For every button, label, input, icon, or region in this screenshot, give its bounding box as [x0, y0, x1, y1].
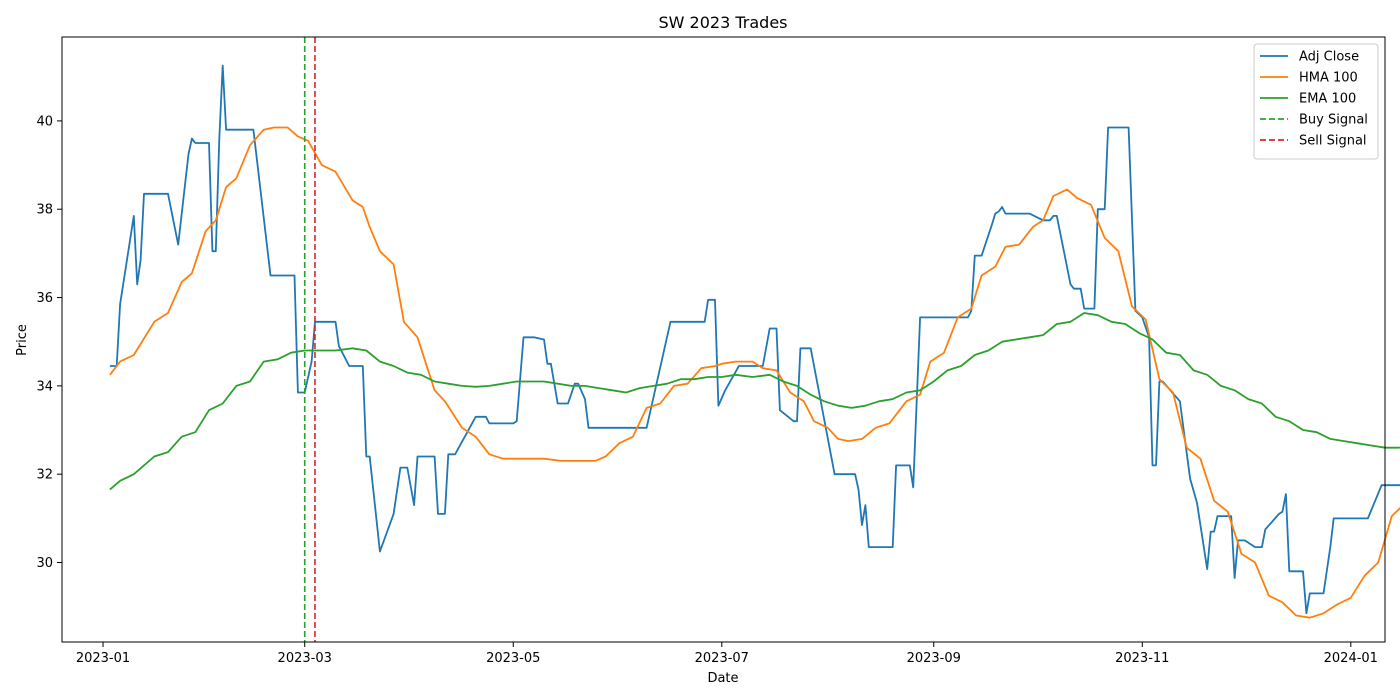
legend-label-adj-close: Adj Close — [1299, 50, 1359, 65]
signal-lines — [303, 37, 316, 642]
adj-close-line — [109, 64, 1400, 615]
x-axis-ticks: 2023-01 2023-03 2023-05 2023-07 2023-09 2023-… — [76, 642, 1378, 666]
hma-100-line — [109, 126, 1400, 619]
y-tick-label: 36 — [36, 291, 53, 306]
ema-100-line — [109, 312, 1400, 491]
legend-box — [1253, 43, 1379, 160]
y-tick-label: 30 — [36, 556, 53, 571]
y-tick-label: 32 — [36, 468, 53, 483]
y-tick-label: 38 — [36, 203, 53, 218]
y-tick-label: 40 — [36, 114, 53, 129]
x-tick-label: 2023-09 — [907, 651, 961, 666]
x-tick-label: 2023-05 — [486, 651, 540, 666]
y-tick-label: 34 — [36, 379, 53, 394]
legend-label-hma-100: HMA 100 — [1299, 71, 1358, 86]
x-tick-label: 2023-11 — [1115, 651, 1169, 666]
x-tick-label: 2023-03 — [278, 651, 332, 666]
x-tick-label: 2024-01 — [1324, 651, 1378, 666]
legend-label-sell-signal: Sell Signal — [1299, 134, 1367, 149]
plot-area-frame — [61, 36, 1386, 643]
y-axis-label: Price — [15, 324, 30, 356]
legend-label-ema-100: EMA 100 — [1299, 92, 1356, 107]
chart-legend: Adj Close HMA 100 EMA 100 Buy Signal Sell Si… — [1253, 43, 1379, 160]
legend-label-buy-signal: Buy Signal — [1299, 113, 1368, 128]
y-axis-ticks: 30 32 34 36 38 40 — [36, 114, 62, 571]
x-tick-label: 2023-07 — [695, 651, 749, 666]
x-tick-label: 2023-01 — [76, 651, 130, 666]
x-axis-label: Date — [707, 671, 738, 686]
chart-title: SW 2023 Trades — [658, 13, 787, 32]
plot-lines — [109, 64, 1400, 619]
